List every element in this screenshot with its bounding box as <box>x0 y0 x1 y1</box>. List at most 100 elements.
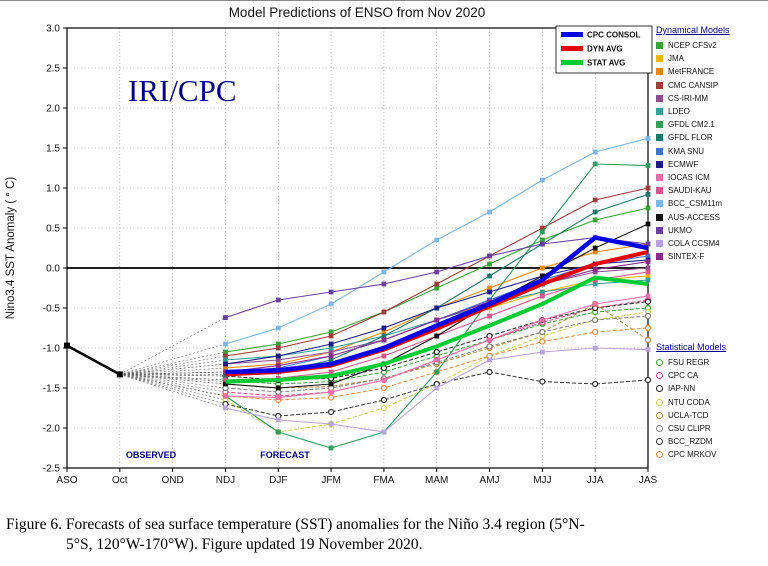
svg-text:DJF: DJF <box>269 475 287 486</box>
svg-text:FMA: FMA <box>373 475 394 486</box>
series-stat-avg <box>225 275 649 384</box>
svg-text:JAS: JAS <box>639 475 658 486</box>
svg-text:2.5: 2.5 <box>46 64 60 75</box>
legend-item-ntu-coda: NTU CODA <box>656 396 766 409</box>
svg-text:JJA: JJA <box>587 475 604 486</box>
legend-item-saudi-kau: SAUDI-KAU <box>656 184 766 197</box>
caption-line-1: Figure 6. Forecasts of sea surface tempe… <box>6 516 585 533</box>
legend-item-label: FSU REGR <box>668 358 710 368</box>
svg-text:1.5: 1.5 <box>46 144 60 155</box>
circle-marker-icon <box>656 451 663 459</box>
svg-text:3.0: 3.0 <box>46 24 60 35</box>
legend-item-label: BCC_CSM11m <box>668 199 723 209</box>
svg-text:1.0: 1.0 <box>46 184 60 195</box>
figure-caption: Figure 6. Forecasts of sea surface tempe… <box>6 515 764 556</box>
chart-layers: -2.5 -2.0 -1.5 -1.0 -0.5 0.0 0.5 1.0 1.5 2.0 2.5 3.… <box>43 24 658 487</box>
square-marker-icon <box>656 173 663 181</box>
svg-text:ASO: ASO <box>56 475 77 486</box>
y-axis-label: Nino3.4 SST Anomaly ( ° C) <box>5 177 17 320</box>
circle-marker-icon <box>656 372 663 380</box>
square-marker-icon <box>656 226 663 234</box>
legend-item-ukmo: UKMO <box>656 224 766 237</box>
observed-series <box>64 342 123 378</box>
caption-line-2: 5°S, 120°W-170°W). Figure updated 19 Nov… <box>66 536 423 554</box>
legend-item-sintex-f: SINTEX-F <box>656 250 766 263</box>
legend-item-cpc-ca: CPC CA <box>656 369 766 382</box>
svg-text:-2.5: -2.5 <box>43 464 61 475</box>
legend-item-label: COLA CCSM4 <box>668 238 720 248</box>
legend-item-label: IAP-NN <box>668 384 696 394</box>
circle-marker-icon <box>656 425 663 433</box>
square-marker-icon <box>656 160 663 168</box>
series-iocas-icm <box>223 293 651 400</box>
dynamical-models-header: Dynamical Models <box>656 25 730 35</box>
square-marker-icon <box>656 81 663 89</box>
square-marker-icon <box>656 200 663 208</box>
legend-item-label: KMA SNU <box>668 146 705 156</box>
legend-item-label: CPC CA <box>668 371 699 381</box>
legend-item-bcc-csm11m: BCC_CSM11m <box>656 197 766 210</box>
svg-text:-1.5: -1.5 <box>43 384 61 395</box>
svg-text:-1.0: -1.0 <box>43 344 61 355</box>
svg-text:0.5: 0.5 <box>46 224 60 235</box>
legend-item-cola-ccsm4: COLA CCSM4 <box>656 237 766 250</box>
legend-item-cmc-cansip: CMC CANSIP <box>656 79 766 92</box>
legend-item-cpc-mrkov: CPC MRKOV <box>656 448 766 461</box>
svg-text:0.0: 0.0 <box>46 264 60 275</box>
legend-item-jma: JMA <box>656 52 766 65</box>
svg-text:DYN AVG: DYN AVG <box>587 45 623 54</box>
svg-text:AMJ: AMJ <box>480 475 500 486</box>
series-bcc-rzdm <box>222 368 652 420</box>
fan-lines <box>119 317 226 409</box>
square-marker-icon <box>656 121 663 129</box>
svg-text:2.0: 2.0 <box>46 104 60 115</box>
legend-item-ucla-tcd: UCLA-TCD <box>656 409 766 422</box>
circle-marker-icon <box>656 359 663 367</box>
legend-item-label: NCEP CFSv2 <box>668 41 717 51</box>
square-marker-icon <box>656 68 663 76</box>
legend-item-iap-nn: IAP-NN <box>656 382 766 395</box>
legend-item-label: CSU CLIPR <box>668 424 711 434</box>
svg-text:NDJ: NDJ <box>216 475 235 486</box>
legend-item-ldeo: LDEO <box>656 105 766 118</box>
square-marker-icon <box>656 55 663 63</box>
legend-item-label: UKMO <box>668 225 692 235</box>
legend-item-gfdl-flor: GFDL FLOR <box>656 131 766 144</box>
legend-item-label: CMC CANSIP <box>668 80 719 90</box>
legend-item-metfrance: MetFRANCE <box>656 65 766 78</box>
statistical-models-header: Statistical Models <box>656 342 727 352</box>
square-marker-icon <box>656 253 663 261</box>
main-legend: CPC CONSOL DYN AVG STAT AVG <box>555 25 653 74</box>
legend-item-bcc-rzdm: BCC_RZDM <box>656 435 766 448</box>
legend-item-label: LDEO <box>668 107 690 117</box>
square-marker-icon <box>656 239 663 247</box>
legend-item-iocas-icm: IOCAS ICM <box>656 171 766 184</box>
legend-item-fsu-regr: FSU REGR <box>656 356 766 369</box>
legend-item-label: JMA <box>668 54 684 64</box>
square-marker-icon <box>656 108 663 116</box>
legend-item-csu-clipr: CSU CLIPR <box>656 422 766 435</box>
circle-marker-icon <box>656 411 663 419</box>
statistical-models-legend: Statistical Models FSU REGR CPC CA IAP-NN N… <box>656 342 766 462</box>
svg-text:OND: OND <box>162 475 184 486</box>
circle-marker-icon <box>656 398 663 406</box>
svg-text:MJJ: MJJ <box>533 475 551 486</box>
square-marker-icon <box>656 94 663 102</box>
svg-text:-0.5: -0.5 <box>43 304 61 315</box>
square-marker-icon <box>656 134 663 142</box>
legend-item-kma-snu: KMA SNU <box>656 145 766 158</box>
legend-item-label: NTU CODA <box>668 397 710 407</box>
statistical-models-list: FSU REGR CPC CA IAP-NN NTU CODA UCLA-TCD CSU … <box>656 356 766 462</box>
forecast-label: FORECAST <box>260 450 310 460</box>
legend-item-label: IOCAS ICM <box>668 172 710 182</box>
legend-item-label: CS-IRI-MM <box>668 93 708 103</box>
axes: -2.5 -2.0 -1.5 -1.0 -0.5 0.0 0.5 1.0 1.5 2.0 2.5 3.… <box>43 24 658 487</box>
dynamical-models-list: NCEP CFSv2 JMA MetFRANCE CMC CANSIP CS-IRI-M… <box>656 39 766 263</box>
enso-forecast-chart: -2.5 -2.0 -1.5 -1.0 -0.5 0.0 0.5 1.0 1.5 2.0 2.5 3.… <box>5 5 658 487</box>
svg-text:CPC CONSOL: CPC CONSOL <box>587 31 640 40</box>
legend-item-cs-iri-mm: CS-IRI-MM <box>656 92 766 105</box>
legend-item-label: SAUDI-KAU <box>668 186 712 196</box>
legend-item-ncep-cfsv2: NCEP CFSv2 <box>656 39 766 52</box>
legend-item-label: AUS-ACCESS <box>668 212 721 222</box>
